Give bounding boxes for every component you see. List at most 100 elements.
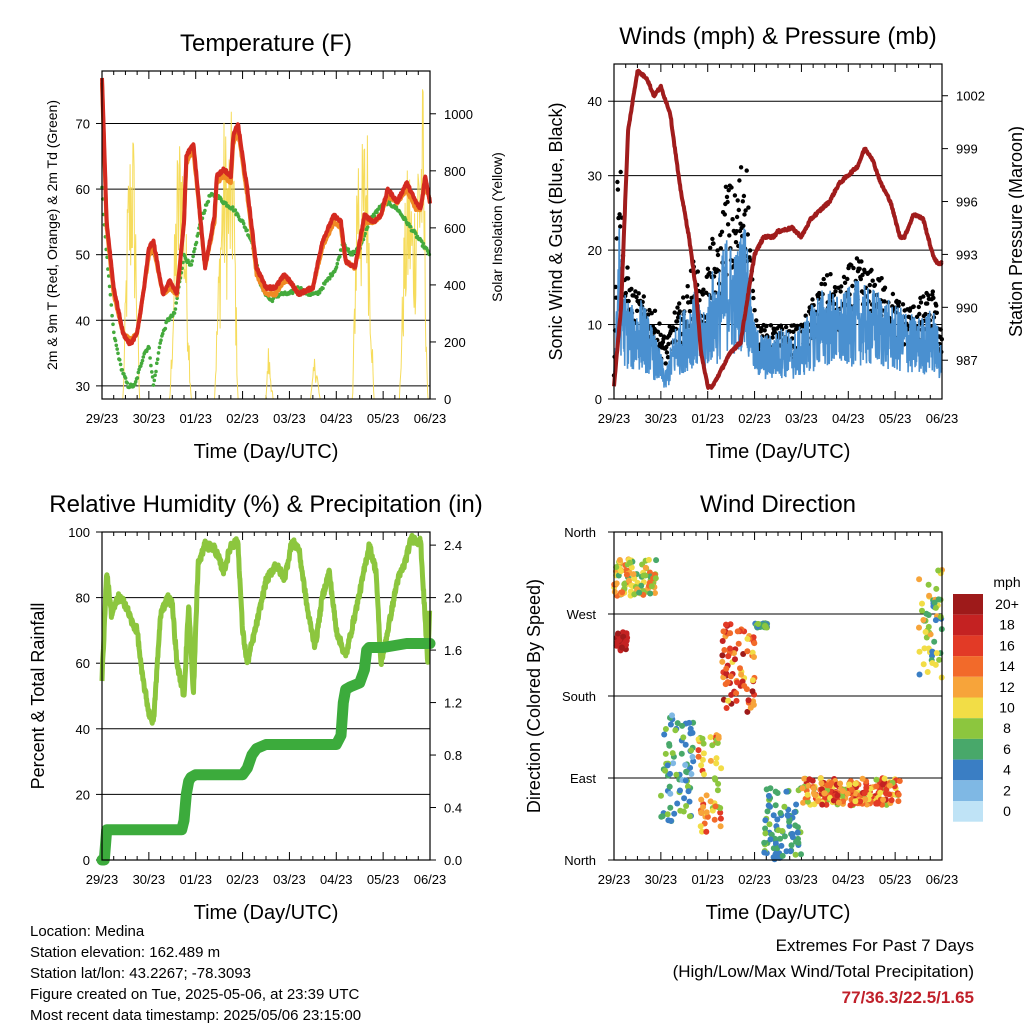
- dir-point: [709, 742, 716, 749]
- dir-point: [772, 840, 779, 847]
- wind-ylabel: Sonic Wind & Gust (Blue, Black): [546, 102, 566, 360]
- dir-legend-swatch: [953, 801, 983, 822]
- dir-xtick-label: 06/23: [926, 872, 959, 887]
- rh-xtick-label: 01/23: [179, 872, 212, 887]
- wind-gust-point: [845, 276, 850, 282]
- dir-legend-label: 6: [1003, 741, 1011, 757]
- wind-gust-point: [926, 293, 931, 298]
- dir-point: [834, 792, 841, 799]
- wind-gust-point: [735, 198, 740, 203]
- dir-point: [804, 798, 811, 805]
- wind-gust-point: [745, 232, 750, 237]
- temp-dewpoint-point: [111, 322, 115, 327]
- dir-legend-label: 0: [1003, 803, 1011, 819]
- dir-point: [779, 852, 786, 859]
- dir-point: [877, 789, 884, 796]
- dir-point: [771, 856, 778, 863]
- temp-dewpoint-point: [330, 273, 335, 278]
- dir-point: [623, 571, 630, 578]
- wind-ytick-label: 20: [588, 243, 602, 258]
- dir-point: [761, 839, 768, 846]
- temp-dewpoint-point: [107, 284, 112, 289]
- wind-gust-point: [617, 212, 622, 217]
- temp-dewpoint-point: [173, 307, 178, 311]
- rh-xtick-label: 05/23: [367, 872, 400, 887]
- temp-y2tick-label: 400: [444, 278, 466, 293]
- dir-legend-swatch: [953, 780, 983, 801]
- dir-point: [770, 812, 777, 819]
- dir-point: [800, 799, 807, 806]
- wind-gust-point: [851, 265, 856, 271]
- temp-dewpoint-point: [149, 363, 153, 368]
- wind-gust-point: [729, 185, 734, 190]
- dir-point: [773, 850, 780, 856]
- rh-series-humidity: [99, 532, 433, 726]
- dir-point: [777, 835, 784, 842]
- temp-dewpoint-point: [116, 351, 120, 356]
- temp-dewpoint-point: [174, 301, 178, 305]
- dir-point: [852, 780, 859, 787]
- dir-point: [749, 677, 756, 684]
- dir-legend-swatch: [953, 718, 983, 739]
- dir-point: [846, 781, 853, 788]
- temp-dewpoint-point: [230, 205, 235, 209]
- temp-dewpoint-point: [151, 383, 156, 387]
- temp-xtick-label: 05/23: [367, 411, 400, 426]
- dir-point: [623, 637, 630, 644]
- temp-dewpoint-point: [148, 356, 152, 360]
- wind-gust-point: [746, 205, 751, 210]
- dir-point: [762, 830, 769, 837]
- dir-point: [919, 600, 925, 607]
- dir-point: [638, 582, 645, 589]
- temp-dewpoint-point: [120, 368, 124, 372]
- temp-xlabel: Time (Day/UTC): [194, 441, 339, 463]
- dir-point: [789, 830, 796, 837]
- temp-dewpoint-point: [233, 208, 238, 212]
- temp-y2tick-label: 200: [444, 335, 466, 350]
- wind-ytick-label: 0: [595, 392, 602, 407]
- temp-dewpoint-point: [110, 313, 114, 318]
- dir-point: [817, 775, 824, 782]
- dir-point: [667, 790, 674, 797]
- wind-gust-point: [740, 199, 745, 204]
- wind-gust-point: [931, 295, 936, 301]
- dir-point: [799, 785, 806, 792]
- wind-gust-point: [737, 178, 742, 183]
- wind-gust-point: [711, 241, 716, 246]
- temp-dewpoint-point: [156, 351, 161, 355]
- dir-point: [698, 762, 705, 769]
- temp-dewpoint-point: [241, 221, 246, 226]
- dir-point: [683, 768, 690, 775]
- wind-gust-point: [839, 284, 844, 289]
- wind-gust-point: [618, 169, 623, 175]
- dir-point: [786, 818, 793, 825]
- dir-point: [735, 640, 742, 647]
- wind-gust-point: [732, 193, 738, 198]
- dir-point: [653, 557, 660, 564]
- dir-point: [713, 760, 720, 767]
- dir-point: [733, 697, 740, 704]
- wind-gust-point: [896, 299, 902, 305]
- dir-point: [861, 790, 868, 797]
- temp-ytick-label: 50: [76, 248, 90, 263]
- dir-point: [791, 809, 798, 816]
- wind-gust-point: [701, 287, 706, 292]
- dir-point: [857, 798, 864, 805]
- temp-dewpoint-point: [123, 376, 128, 380]
- wind-gust-point: [923, 311, 928, 317]
- dir-point: [812, 792, 819, 799]
- dir-point: [747, 704, 754, 711]
- dir-point: [626, 577, 632, 584]
- wind-gust-point: [734, 214, 740, 220]
- dir-point: [866, 791, 873, 798]
- wind-gust-point: [675, 315, 681, 320]
- dir-point: [737, 665, 743, 672]
- temp-dewpoint-point: [338, 254, 342, 259]
- dir-point: [677, 807, 684, 814]
- wind-gust-point: [742, 212, 747, 217]
- wind-gust-point: [751, 295, 756, 301]
- dir-point: [719, 658, 726, 665]
- wind-gust-point: [625, 265, 630, 270]
- dir-point: [712, 776, 719, 783]
